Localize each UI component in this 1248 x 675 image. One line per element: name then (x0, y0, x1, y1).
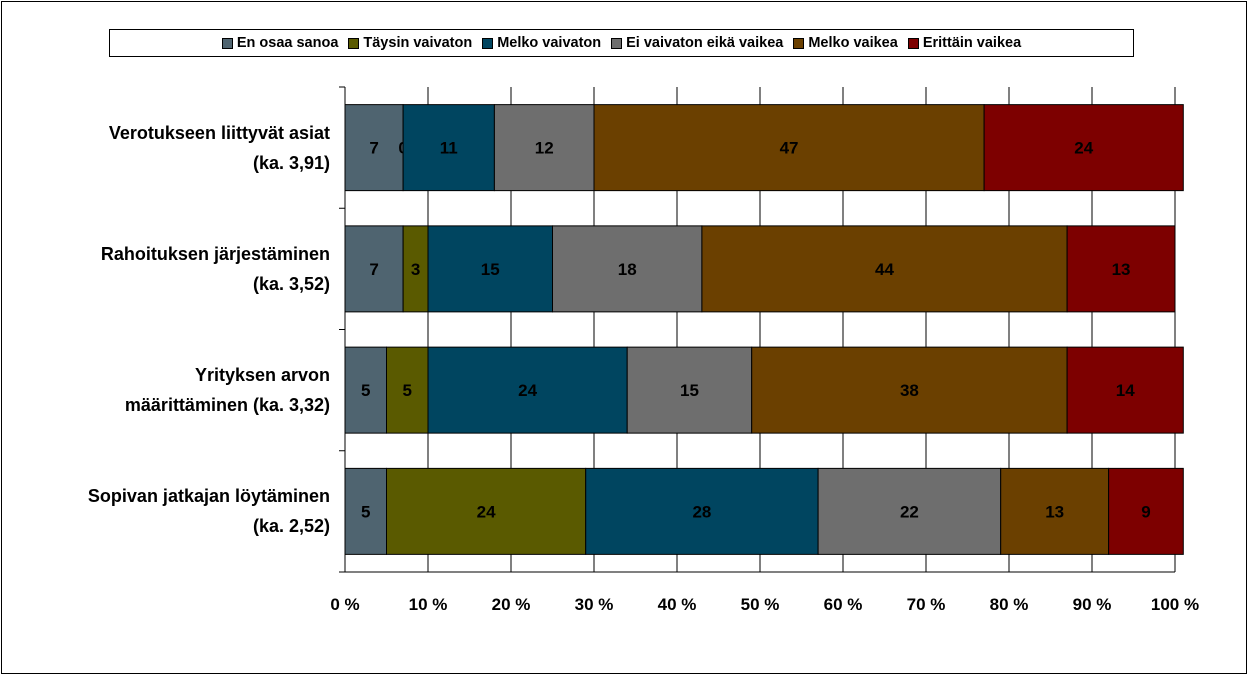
bar-segment (427, 225, 553, 313)
x-tick-label: 70 % (907, 595, 946, 614)
data-label: 28 (692, 502, 711, 521)
bar-segment (1066, 346, 1184, 434)
data-label: 7 (369, 139, 378, 158)
legend-label: Erittäin vaikea (922, 35, 1022, 51)
category-label-line: Sopivan jatkajan löytäminen (87, 486, 330, 507)
data-label: 24 (1074, 139, 1093, 158)
legend-swatch (221, 37, 233, 49)
category-label-line: Yrityksen arvon (194, 365, 330, 386)
bar-segment (552, 225, 703, 313)
legend-label: Ei vaivaton eikä vaikea (626, 35, 784, 51)
data-label: 13 (1045, 502, 1064, 521)
legend-label: Melko vaikea (808, 35, 898, 51)
category-label-line: määrittäminen (ka. 3,32) (124, 395, 330, 416)
category-label: Yrityksen arvon määrittäminen (ka. 3,32) (10, 360, 330, 420)
legend-label: Täysin vaivaton (363, 35, 473, 51)
data-label: 18 (618, 260, 637, 279)
data-label: 22 (900, 502, 919, 521)
x-tick-label: 100 % (1151, 595, 1199, 614)
bar-segment (386, 346, 429, 434)
category-label-line: (ka. 3,52) (252, 273, 330, 294)
bar-segment (402, 225, 429, 313)
category-label: Sopivan jatkajan löytäminen (ka. 2,52) (10, 481, 330, 541)
data-label: 13 (1112, 260, 1131, 279)
legend-swatch (611, 37, 623, 49)
category-label-line: Rahoituksen järjestäminen (100, 243, 330, 264)
bar-segment (386, 467, 587, 555)
bar-segment (983, 104, 1184, 192)
data-label: 14 (1116, 381, 1135, 400)
legend-item: Täysin vaivaton (348, 35, 472, 51)
data-label: 44 (875, 260, 894, 279)
legend-item: En osaa sanoa (221, 35, 339, 51)
data-label: 7 (369, 260, 378, 279)
bar-segment (344, 104, 404, 192)
bar-segment (344, 346, 387, 434)
bar-segment (701, 225, 1068, 313)
x-tick-label: 40 % (658, 595, 697, 614)
bar-segment (344, 467, 387, 555)
chart-legend: En osaa sanoa Täysin vaivaton Melko vaivat… (109, 29, 1134, 57)
x-tick-label: 10 % (409, 595, 448, 614)
category-label-line: (ka. 2,52) (252, 516, 330, 537)
bar-segment (1108, 467, 1184, 555)
bar-segment (593, 104, 985, 192)
x-tick-label: 0 % (330, 595, 359, 614)
category-label-line: (ka. 3,91) (252, 152, 330, 173)
x-tick-label: 80 % (990, 595, 1029, 614)
data-label: 12 (535, 139, 554, 158)
legend-swatch (482, 37, 494, 49)
bar-segment (817, 467, 1002, 555)
bar-segment (344, 225, 404, 313)
legend-label: Melko vaivaton (497, 35, 602, 51)
category-label: Verotukseen liittyvät asiat (ka. 3,91) (10, 118, 330, 178)
bar-segment (751, 346, 1068, 434)
x-tick-label: 20 % (492, 595, 531, 614)
bar-segment (427, 346, 628, 434)
category-label-line: Verotukseen liittyvät asiat (108, 122, 330, 143)
bar-segment (402, 104, 495, 192)
legend-swatch (793, 37, 805, 49)
legend-item: Melko vaivaton (482, 35, 601, 51)
legend-item: Melko vaikea (793, 35, 898, 51)
data-label: 24 (518, 381, 537, 400)
data-label: 9 (1141, 502, 1150, 521)
data-label: 5 (403, 381, 412, 400)
x-tick-label: 50 % (741, 595, 780, 614)
legend-swatch (907, 37, 919, 49)
x-tick-label: 30 % (575, 595, 614, 614)
bar-segment (1066, 225, 1176, 313)
data-label: 3 (411, 260, 420, 279)
bar-segment (1000, 467, 1110, 555)
bar-segment (626, 346, 753, 434)
bar-segment (585, 467, 819, 555)
data-label: 38 (900, 381, 919, 400)
data-label: 11 (440, 139, 458, 158)
data-label: 24 (477, 502, 496, 521)
data-label: 47 (780, 139, 799, 158)
x-tick-label: 60 % (824, 595, 863, 614)
category-label: Rahoituksen järjestäminen (ka. 3,52) (10, 239, 330, 299)
legend-item: Erittäin vaikea (907, 35, 1022, 51)
legend-item: Ei vaivaton eikä vaikea (611, 35, 783, 51)
data-label: 15 (481, 260, 500, 279)
data-label: 15 (680, 381, 699, 400)
legend-label: En osaa sanoa (236, 35, 339, 51)
bar-segment (493, 104, 595, 192)
data-label: 5 (361, 381, 370, 400)
data-label: 5 (361, 502, 370, 521)
x-tick-label: 90 % (1073, 595, 1112, 614)
legend-swatch (348, 37, 360, 49)
